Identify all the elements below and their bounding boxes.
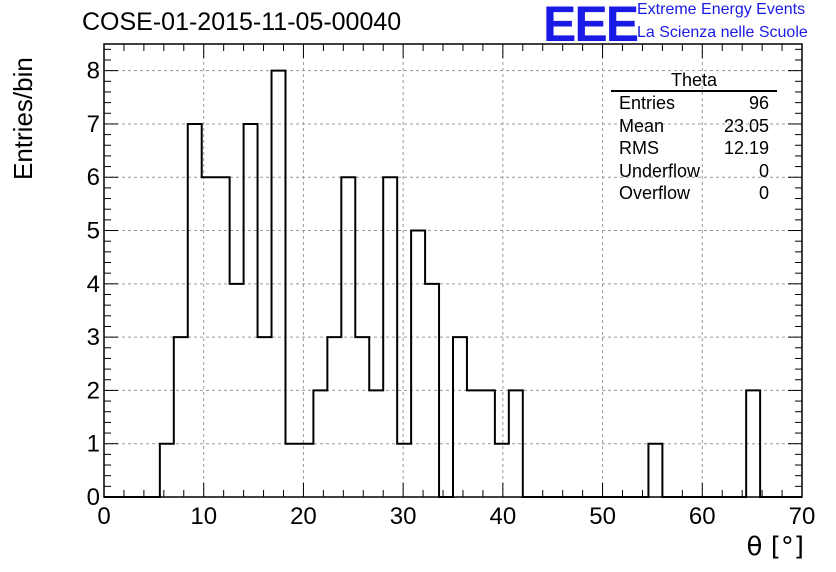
x-tick-label: 60 (689, 503, 716, 530)
y-tick-label: 8 (87, 58, 100, 85)
histogram-bin (327, 337, 341, 497)
stats-row-entries: Entries 96 (611, 92, 777, 115)
x-tick-label: 70 (789, 503, 816, 530)
x-tick-label: 50 (589, 503, 616, 530)
stats-label: RMS (619, 138, 659, 158)
plot-frame (103, 43, 803, 498)
histogram-bin (174, 337, 188, 497)
histogram-bin (495, 444, 509, 497)
x-tick-label: 30 (390, 503, 417, 530)
x-tick-label: 10 (190, 503, 217, 530)
x-tick-label: 20 (290, 503, 317, 530)
stats-row-underflow: Underflow 0 (611, 160, 777, 183)
logo-subtitle-1: Extreme Energy Events (637, 1, 806, 18)
tick-labels: 0 10 20 30 40 50 60 70 0 1 2 3 4 5 6 7 8 (87, 58, 816, 530)
histogram-bin (411, 231, 425, 497)
y-tick-label: 0 (87, 484, 100, 511)
stats-label: Entries (619, 93, 676, 113)
histogram-bin (216, 177, 230, 497)
axis-ticks (103, 44, 803, 498)
stats-value: 12.19 (723, 138, 769, 158)
histogram-bin (244, 124, 258, 497)
logo-subtitle-2: La Scienza nelle Scuole (637, 24, 808, 41)
y-tick-label: 2 (87, 377, 100, 404)
stats-title: Theta (611, 70, 777, 92)
stats-label: Underflow (619, 160, 701, 181)
y-tick-label: 1 (87, 431, 100, 458)
eee-logo: EEE (543, 0, 639, 49)
x-tick-label: 0 (97, 503, 110, 530)
histogram-bin (397, 444, 411, 497)
histogram-bin (355, 337, 369, 497)
y-axis-label: Entries/bin (8, 57, 38, 180)
y-axis-label-wrap: Entries/bin (8, 40, 38, 190)
stats-row-mean: Mean 23.05 (611, 115, 777, 138)
stats-box: Theta Entries 96 Mean 23.05 RMS 12.19 Un… (611, 70, 777, 205)
stats-value: 96 (748, 93, 769, 113)
y-tick-label: 7 (87, 111, 100, 138)
y-tick-label: 6 (87, 164, 100, 191)
histogram-bin (258, 337, 272, 497)
histogram-step-line (104, 69, 802, 498)
histogram-bin (160, 444, 174, 497)
stats-value: 23.05 (723, 115, 769, 136)
histogram-bin (299, 444, 313, 497)
stats-value: 0 (758, 160, 769, 181)
stats-row-rms: RMS 12.19 (611, 137, 777, 160)
histogram-outline (104, 69, 802, 498)
stats-label: Mean (619, 115, 665, 136)
x-axis-label: θ [°] (746, 532, 804, 562)
histogram-bin (383, 177, 397, 497)
stats-label: Overflow (619, 183, 691, 203)
y-tick-label: 4 (87, 271, 100, 298)
y-tick-label: 3 (87, 324, 100, 351)
x-tick-label: 40 (490, 503, 517, 530)
histogram-bin (285, 444, 299, 497)
run-title: COSE-01-2015-11-05-00040 (82, 8, 402, 36)
histogram-bin (341, 177, 355, 497)
histogram-bin (648, 444, 662, 497)
y-tick-label: 5 (87, 218, 100, 245)
stats-value: 0 (758, 183, 769, 203)
histogram-bin (453, 337, 467, 497)
histogram-bin (188, 124, 202, 497)
stats-row-overflow: Overflow 0 (611, 182, 777, 205)
plot-frame-rect (103, 43, 803, 498)
eee-logo-text: EEE (543, 0, 639, 52)
